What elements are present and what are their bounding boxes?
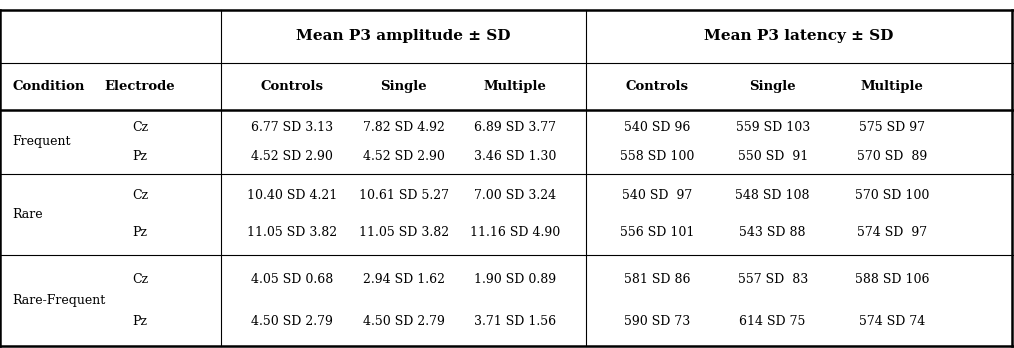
Text: Controls: Controls: [261, 80, 323, 93]
Text: 575 SD 97: 575 SD 97: [859, 120, 926, 134]
Text: Condition: Condition: [12, 80, 84, 93]
Text: 4.50 SD 2.79: 4.50 SD 2.79: [251, 315, 333, 328]
Text: Pz: Pz: [133, 150, 147, 163]
Text: 4.50 SD 2.79: 4.50 SD 2.79: [363, 315, 444, 328]
Text: Frequent: Frequent: [12, 135, 71, 148]
Text: 557 SD  83: 557 SD 83: [737, 273, 808, 286]
Text: Pz: Pz: [133, 227, 147, 239]
Text: 7.82 SD 4.92: 7.82 SD 4.92: [363, 120, 444, 134]
Text: 4.52 SD 2.90: 4.52 SD 2.90: [363, 150, 444, 163]
Text: 559 SD 103: 559 SD 103: [735, 120, 810, 134]
Text: 2.94 SD 1.62: 2.94 SD 1.62: [363, 273, 444, 286]
Text: Multiple: Multiple: [484, 80, 547, 93]
Text: Rare-Frequent: Rare-Frequent: [12, 294, 105, 307]
Text: 543 SD 88: 543 SD 88: [739, 227, 806, 239]
Text: 11.05 SD 3.82: 11.05 SD 3.82: [247, 227, 337, 239]
Text: Single: Single: [380, 80, 427, 93]
Text: 540 SD  97: 540 SD 97: [622, 189, 693, 202]
Text: Cz: Cz: [132, 189, 148, 202]
Text: 4.05 SD 0.68: 4.05 SD 0.68: [250, 273, 334, 286]
Text: 550 SD  91: 550 SD 91: [737, 150, 808, 163]
Text: 1.90 SD 0.89: 1.90 SD 0.89: [475, 273, 556, 286]
Text: Cz: Cz: [132, 120, 148, 134]
Text: Pz: Pz: [133, 315, 147, 328]
Text: 3.71 SD 1.56: 3.71 SD 1.56: [475, 315, 556, 328]
Text: 581 SD 86: 581 SD 86: [624, 273, 691, 286]
Text: 11.05 SD 3.82: 11.05 SD 3.82: [359, 227, 448, 239]
Text: 3.46 SD 1.30: 3.46 SD 1.30: [474, 150, 557, 163]
Text: Single: Single: [749, 80, 796, 93]
Text: 588 SD 106: 588 SD 106: [855, 273, 930, 286]
Text: Cz: Cz: [132, 273, 148, 286]
Text: 10.61 SD 5.27: 10.61 SD 5.27: [359, 189, 448, 202]
Text: 7.00 SD 3.24: 7.00 SD 3.24: [475, 189, 556, 202]
Text: 6.89 SD 3.77: 6.89 SD 3.77: [475, 120, 556, 134]
Text: Mean P3 amplitude ± SD: Mean P3 amplitude ± SD: [296, 29, 511, 43]
Text: 4.52 SD 2.90: 4.52 SD 2.90: [251, 150, 333, 163]
Text: 590 SD 73: 590 SD 73: [624, 315, 691, 328]
Text: 574 SD  97: 574 SD 97: [857, 227, 928, 239]
Text: 556 SD 101: 556 SD 101: [620, 227, 695, 239]
Text: 6.77 SD 3.13: 6.77 SD 3.13: [251, 120, 333, 134]
Text: 570 SD 100: 570 SD 100: [855, 189, 930, 202]
Text: Electrode: Electrode: [104, 80, 175, 93]
Text: 548 SD 108: 548 SD 108: [735, 189, 810, 202]
Text: 10.40 SD 4.21: 10.40 SD 4.21: [246, 189, 338, 202]
Text: 558 SD 100: 558 SD 100: [620, 150, 695, 163]
Text: Multiple: Multiple: [861, 80, 924, 93]
Text: Mean P3 latency ± SD: Mean P3 latency ± SD: [705, 29, 893, 43]
Text: 540 SD 96: 540 SD 96: [624, 120, 691, 134]
Text: Controls: Controls: [626, 80, 689, 93]
Text: Rare: Rare: [12, 208, 43, 221]
Text: 574 SD 74: 574 SD 74: [859, 315, 926, 328]
Text: 614 SD 75: 614 SD 75: [739, 315, 806, 328]
Text: 11.16 SD 4.90: 11.16 SD 4.90: [469, 227, 561, 239]
Text: 570 SD  89: 570 SD 89: [857, 150, 928, 163]
